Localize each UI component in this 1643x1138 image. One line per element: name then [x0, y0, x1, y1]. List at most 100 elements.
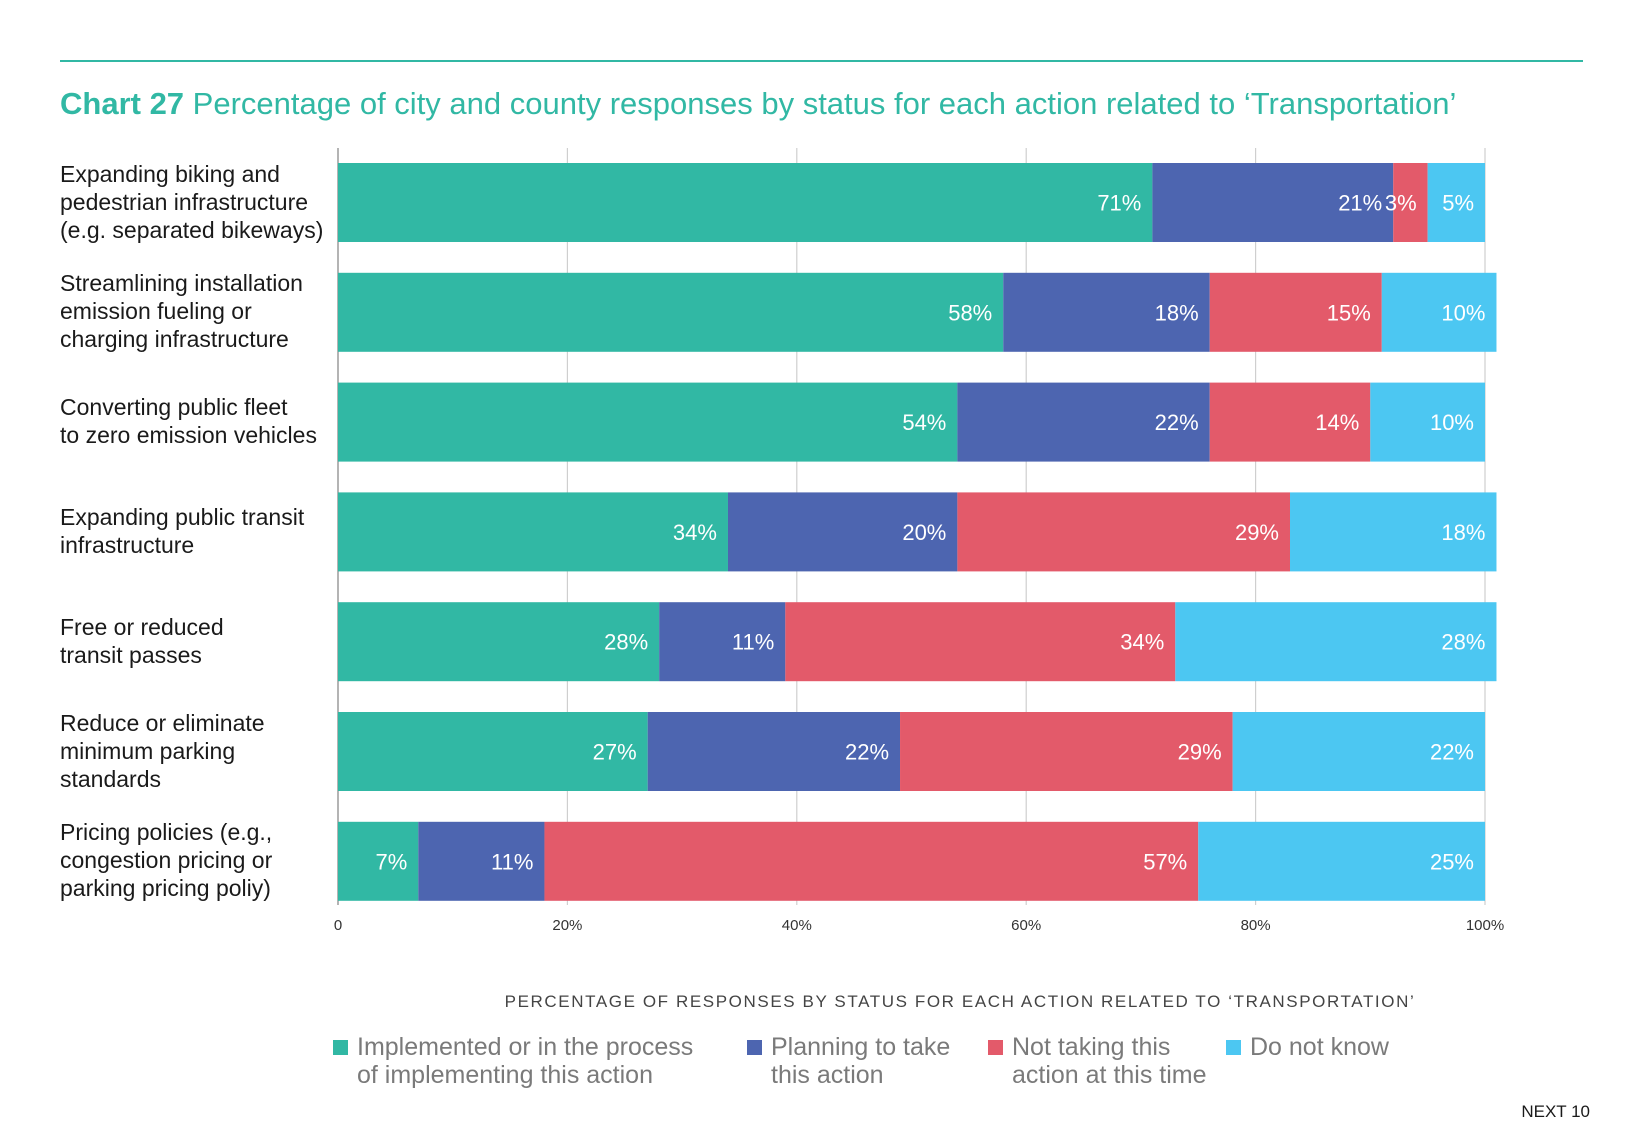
data-label: 10%	[1430, 410, 1474, 435]
category-label-line: Free or reduced	[60, 613, 224, 640]
bar-segment	[338, 492, 728, 572]
data-label: 7%	[375, 849, 407, 874]
bar-segment	[418, 821, 545, 901]
legend-label-line: Implemented or in the process	[357, 1033, 694, 1061]
legend-item: Do not know	[1226, 1033, 1389, 1061]
category-label: Pricing policies (e.g., congestion pricin…	[60, 818, 360, 902]
bar-segment	[1427, 163, 1485, 242]
data-label: 10%	[1441, 300, 1485, 325]
bar-segment	[1370, 382, 1485, 462]
bar-segment	[1003, 272, 1210, 352]
chart-title: Chart 27 Percentage of city and county r…	[60, 86, 1456, 122]
bar-segment	[338, 382, 958, 462]
data-label: 28%	[1441, 630, 1485, 655]
data-label: 71%	[1097, 191, 1141, 216]
data-label: 29%	[1235, 520, 1279, 545]
data-label: 22%	[845, 740, 889, 765]
category-label-line: minimum parking	[60, 737, 236, 764]
category-label-line: pedestrian infrastructure	[60, 188, 309, 215]
category-label-line: Expanding public transit	[60, 503, 305, 530]
category-label-line: standards	[60, 765, 162, 792]
category-label: Expanding public transit infrastructure	[60, 503, 360, 559]
bar-segment	[544, 821, 1199, 901]
category-label-line: congestion pricing or	[60, 847, 273, 874]
data-label: 18%	[1155, 300, 1199, 325]
bar-segment	[1209, 382, 1371, 462]
category-label-line: emission fueling or	[60, 298, 252, 325]
legend-label-line: action at this time	[1012, 1061, 1207, 1089]
category-label-line: parking pricing poliy)	[60, 875, 271, 902]
legend-swatch	[1226, 1040, 1241, 1055]
legend-label-line: this action	[771, 1061, 884, 1089]
legend-label: Planning to take this action	[771, 1033, 950, 1089]
legend-label: Do not know	[1250, 1033, 1389, 1061]
category-label-line: Expanding biking and	[60, 160, 280, 187]
bar-segment	[900, 712, 1233, 791]
category-label-line: Pricing policies (e.g.,	[60, 819, 273, 846]
bar-segment	[785, 602, 1176, 682]
bar-segment	[338, 821, 419, 901]
category-label-line: (e.g. separated bikeways)	[60, 216, 324, 243]
legend-label-line: Not taking this	[1012, 1033, 1171, 1061]
data-label: 29%	[1178, 740, 1222, 765]
x-axis-title: PERCENTAGE OF RESPONSES BY STATUS FOR EA…	[504, 992, 1416, 1011]
x-tick-label: 0	[334, 917, 342, 934]
bar-segment	[1198, 821, 1485, 901]
data-label: 3%	[1385, 191, 1417, 216]
x-tick-label: 20%	[552, 917, 582, 934]
legend-label-line: of implementing this action	[357, 1061, 653, 1089]
category-label-line: to zero emission vehicles	[60, 422, 317, 449]
x-tick-label: 100%	[1466, 917, 1504, 934]
bar-segment	[1381, 272, 1497, 352]
category-label-line: Reduce or eliminate	[60, 709, 265, 736]
data-label: 15%	[1327, 300, 1371, 325]
data-label: 22%	[1430, 740, 1474, 765]
x-tick-label: 60%	[1011, 917, 1041, 934]
category-label: Streamlining installation emission fuelin…	[60, 269, 360, 353]
legend-item: Not taking this action at this time	[988, 1033, 1207, 1089]
category-label-line: Converting public fleet	[60, 394, 288, 421]
bar-segment	[1209, 272, 1382, 352]
legend-swatch	[988, 1040, 1003, 1055]
bar-segment	[1290, 492, 1497, 572]
data-label: 20%	[902, 520, 946, 545]
x-tick-label: 40%	[782, 917, 812, 934]
legend-label-line: Do not know	[1250, 1033, 1389, 1061]
bar-segment	[957, 382, 1210, 462]
bar-segment	[1393, 163, 1428, 242]
data-label: 11%	[491, 849, 533, 874]
category-label-line: infrastructure	[60, 531, 195, 558]
bar-segment	[1152, 163, 1394, 242]
category-label-line: Streamlining installation	[60, 270, 303, 297]
chart-number: Chart 27	[60, 86, 185, 121]
data-label: 21%	[1338, 191, 1382, 216]
data-label: 22%	[1155, 410, 1199, 435]
chart-title-text: Percentage of city and county responses …	[192, 86, 1457, 121]
bar-segment	[659, 602, 786, 682]
category-label: Expanding biking and pedestrian infrastru…	[60, 160, 360, 244]
data-label: 28%	[604, 630, 648, 655]
data-label: 58%	[948, 300, 992, 325]
bar-segment	[1175, 602, 1497, 682]
legend-swatch	[333, 1040, 348, 1055]
data-label: 14%	[1315, 410, 1359, 435]
legend-swatch	[747, 1040, 762, 1055]
data-label: 18%	[1441, 520, 1485, 545]
bar-segment	[647, 712, 901, 791]
category-label-line: transit passes	[60, 641, 202, 668]
x-tick-label: 80%	[1241, 917, 1271, 934]
bar-segment	[338, 712, 648, 791]
category-label-line: charging infrastructure	[60, 326, 289, 353]
bar-segment	[338, 602, 660, 682]
header-rule	[60, 60, 1583, 62]
data-label: 27%	[593, 740, 637, 765]
data-label: 57%	[1143, 849, 1187, 874]
category-label: Converting public fleet to zero emission …	[60, 393, 360, 449]
chart-plot: 0 20% 40% 60% 80% 100% 71% 21% 3% 5% 58% 18% 15% 10% 5…	[334, 148, 1504, 934]
data-label: 54%	[902, 410, 946, 435]
footer-brand: NEXT 10	[1521, 1102, 1590, 1121]
bar-segment	[727, 492, 958, 572]
data-label: 34%	[1120, 630, 1164, 655]
bar-segment	[1232, 712, 1485, 791]
bar-segment	[338, 163, 1153, 242]
